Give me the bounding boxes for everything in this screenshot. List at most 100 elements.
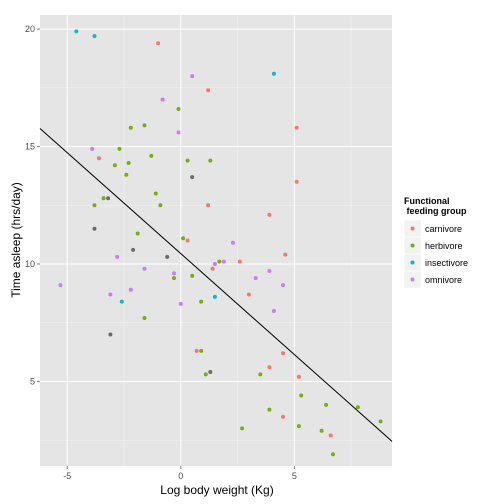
data-point-insectivore bbox=[74, 29, 79, 34]
data-point-omnivore bbox=[271, 309, 276, 313]
data-point-omnivore bbox=[178, 301, 183, 306]
data-point-herbivore bbox=[176, 107, 181, 111]
data-point-carnivore bbox=[246, 292, 251, 297]
data-point-herbivore bbox=[324, 402, 329, 407]
data-point-herbivore bbox=[135, 231, 140, 236]
data-point-omnivore bbox=[172, 271, 176, 276]
x-axis: -5 0 5 bbox=[63, 466, 297, 481]
data-point-carnivore bbox=[267, 212, 272, 217]
data-point-carnivore bbox=[283, 252, 288, 257]
data-point-herbivore bbox=[299, 393, 304, 398]
data-point-omnivore bbox=[190, 74, 195, 79]
data-point-herbivore bbox=[331, 452, 335, 457]
data-point-omnivore bbox=[231, 240, 235, 245]
legend-label-insectivore: insectivore bbox=[425, 258, 468, 268]
data-point-carnivore bbox=[97, 156, 101, 161]
data-point-insectivore bbox=[212, 294, 217, 299]
legend-swatch-insectivore bbox=[410, 260, 415, 265]
y-axis: 5 10 15 20 bbox=[25, 24, 40, 386]
data-point-herbivore bbox=[117, 146, 122, 151]
data-point-herbivore bbox=[296, 424, 301, 429]
legend-label-herbivore: herbivore bbox=[425, 241, 463, 251]
data-point-omnivore bbox=[128, 287, 133, 292]
data-point-omnivore bbox=[160, 97, 165, 102]
data-point-herbivore bbox=[319, 428, 324, 433]
legend-keys: carnivore herbivore insectivore omnivore bbox=[403, 219, 468, 289]
data-point-carnivore bbox=[210, 266, 215, 271]
data-point-herbivore bbox=[142, 123, 147, 128]
data-point-omnivore bbox=[115, 254, 120, 259]
data-point-carnivore bbox=[294, 125, 299, 130]
data-point bbox=[92, 226, 97, 231]
data-points bbox=[58, 29, 383, 457]
data-point-herbivore bbox=[149, 153, 154, 158]
data-point-omnivore bbox=[58, 283, 63, 288]
data-point-omnivore bbox=[176, 130, 181, 135]
data-point-herbivore bbox=[101, 196, 106, 201]
data-point-insectivore bbox=[271, 71, 276, 76]
legend-title-line-1: Functional bbox=[404, 196, 450, 206]
y-tick-label: 10 bbox=[25, 259, 35, 269]
data-point-herbivore bbox=[181, 236, 186, 241]
data-point-herbivore bbox=[378, 419, 383, 424]
data-point-omnivore bbox=[90, 146, 95, 151]
y-axis-title: Time asleep (hrs/day) bbox=[9, 182, 23, 298]
data-point-carnivore bbox=[206, 88, 211, 93]
legend-swatch-omnivore bbox=[410, 277, 415, 282]
legend-title-line-2: feeding group bbox=[404, 206, 467, 216]
data-point-herbivore bbox=[267, 407, 272, 412]
data-point-herbivore bbox=[203, 372, 208, 377]
data-point-omnivore bbox=[212, 262, 217, 266]
data-point bbox=[165, 254, 170, 259]
data-point-carnivore bbox=[194, 348, 199, 353]
data-point-herbivore bbox=[124, 172, 129, 177]
data-point bbox=[106, 196, 111, 201]
data-point-insectivore bbox=[92, 34, 97, 39]
data-point-carnivore bbox=[281, 414, 285, 419]
x-axis-title: Log body weight (Kg) bbox=[160, 483, 273, 497]
data-point bbox=[190, 175, 195, 180]
data-point-omnivore bbox=[253, 276, 258, 281]
data-point-omnivore bbox=[281, 283, 285, 288]
data-point-herbivore bbox=[190, 273, 195, 278]
data-point-carnivore bbox=[294, 179, 299, 184]
legend: Functional feeding group carnivore herbiv… bbox=[403, 196, 468, 289]
data-point-herbivore bbox=[185, 158, 190, 163]
data-point-herbivore bbox=[199, 348, 204, 353]
data-point bbox=[208, 370, 213, 374]
data-point-omnivore bbox=[267, 269, 272, 273]
data-point-omnivore bbox=[221, 259, 226, 264]
data-point-herbivore bbox=[258, 372, 263, 377]
x-tick-label: 5 bbox=[292, 471, 297, 481]
x-tick-label: -5 bbox=[63, 471, 71, 481]
data-point-carnivore bbox=[185, 238, 190, 243]
data-point-herbivore bbox=[142, 316, 147, 320]
x-tick-label: 0 bbox=[178, 471, 183, 481]
regression-line bbox=[39, 128, 393, 442]
data-point-herbivore bbox=[355, 405, 360, 410]
data-point-herbivore bbox=[158, 203, 163, 208]
data-point-carnivore bbox=[267, 365, 272, 370]
data-point-herbivore bbox=[172, 276, 176, 281]
data-point-carnivore bbox=[156, 41, 161, 46]
data-point-herbivore bbox=[217, 259, 222, 264]
data-point-herbivore bbox=[112, 163, 117, 168]
data-point-insectivore bbox=[119, 299, 124, 304]
data-point-carnivore bbox=[206, 203, 211, 208]
y-tick-label: 15 bbox=[25, 142, 35, 152]
data-point-omnivore bbox=[142, 266, 147, 271]
data-point-herbivore bbox=[199, 299, 204, 304]
y-tick-label: 20 bbox=[25, 24, 35, 34]
data-point-carnivore bbox=[296, 374, 301, 379]
data-point-herbivore bbox=[153, 191, 158, 196]
data-point-carnivore bbox=[328, 433, 333, 438]
data-point-herbivore bbox=[128, 125, 133, 130]
legend-label-carnivore: carnivore bbox=[425, 224, 462, 234]
data-point bbox=[131, 247, 136, 252]
data-point-herbivore bbox=[92, 203, 97, 208]
data-point-carnivore bbox=[281, 351, 285, 356]
grid bbox=[40, 15, 392, 466]
legend-swatch-carnivore bbox=[410, 226, 415, 231]
legend-label-omnivore: omnivore bbox=[425, 275, 462, 285]
